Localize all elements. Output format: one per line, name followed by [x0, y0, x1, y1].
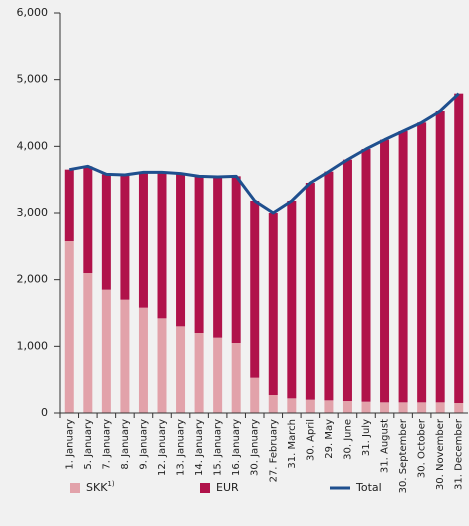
bar-segment [83, 166, 93, 273]
bar-segment [157, 172, 167, 319]
x-tick-label: 31. December [454, 418, 465, 490]
legend-name: Total [355, 481, 382, 494]
x-tick-label: 16. January [231, 419, 242, 476]
x-tick-label: 30. June [342, 419, 353, 460]
x-tick-label: 31. July [361, 419, 372, 456]
bar-segment [250, 377, 260, 413]
x-tick-label: 30. September [398, 418, 409, 493]
bar-segment [380, 402, 390, 413]
bar-segment [101, 174, 111, 290]
y-tick-label: 2,000 [17, 273, 49, 286]
bar-segment [305, 399, 315, 413]
y-tick-label: 3,000 [17, 206, 49, 219]
x-tick-label: 31. August [380, 419, 391, 473]
bar-segment [398, 402, 408, 413]
bar-segment [83, 273, 93, 413]
legend-swatch [200, 483, 210, 493]
x-tick-label: 15. January [213, 419, 224, 476]
bar-segment [120, 299, 130, 413]
bar-segment [101, 289, 111, 413]
bar-segment [454, 93, 464, 404]
bar-segment [64, 241, 74, 413]
x-tick-label: 30. October [417, 418, 428, 478]
legend-label: SKK1) [86, 480, 115, 494]
bar-segment [120, 175, 130, 300]
legend-name: EUR [216, 481, 239, 494]
bar-segment [342, 401, 352, 413]
bar-segment [361, 149, 371, 402]
bar-segment [324, 171, 334, 401]
bar-segment [64, 169, 74, 241]
bar-segment [250, 201, 260, 378]
x-tick-label: 12. January [157, 419, 168, 476]
x-tick-label: 30. April [305, 419, 316, 461]
bar-segment [380, 139, 390, 403]
legend-note: 1) [107, 480, 114, 488]
bar-segment [138, 307, 148, 413]
x-tick-label: 9. January [138, 419, 149, 470]
bar-segment [268, 395, 278, 413]
bar-segment [213, 177, 223, 338]
x-tick-label: 7. January [101, 419, 112, 470]
total-line [69, 92, 460, 215]
legend-name: SKK [86, 481, 108, 494]
bar-segment [287, 201, 297, 399]
bar-segment [157, 318, 167, 413]
y-tick-label: 6,000 [17, 6, 49, 19]
x-tick-label: 27. February [268, 419, 279, 482]
bar-segment [194, 333, 204, 413]
y-tick-label: 0 [41, 406, 48, 419]
legend-label: EUR [216, 481, 239, 494]
bar-segment [138, 172, 148, 308]
legend-swatch [70, 483, 80, 493]
bar-segment [361, 401, 371, 413]
bar-segment [176, 173, 186, 327]
x-tick-label: 1. January [64, 419, 75, 470]
bar-segment [435, 402, 445, 413]
bar-segment [213, 337, 223, 413]
bar-segment [231, 176, 241, 343]
bar-segment [268, 213, 278, 395]
y-tick-label: 1,000 [17, 339, 49, 352]
bar-segment [454, 403, 464, 413]
bar-segment [417, 122, 427, 403]
x-tick-label: 29. May [324, 419, 335, 459]
bar-segment [194, 176, 204, 333]
bar-segment [398, 131, 408, 403]
bar-segment [342, 159, 352, 401]
bar-segment [435, 111, 445, 403]
bar-segment [176, 326, 186, 413]
x-tick-label: 5. January [83, 419, 94, 470]
x-tick-label: 14. January [194, 419, 205, 476]
bar-segment [417, 402, 427, 413]
x-tick-label: 30. November [435, 418, 446, 490]
bar-segment [305, 183, 315, 400]
bar-segment [287, 398, 297, 413]
y-tick-label: 4,000 [17, 139, 49, 152]
x-tick-label: 8. January [120, 419, 131, 470]
x-tick-label: 13. January [176, 419, 187, 476]
x-tick-label: 30. January [250, 419, 261, 476]
bar-segment [324, 400, 334, 413]
legend-label: Total [355, 481, 382, 494]
bar-segment [231, 343, 241, 413]
x-tick-label: 31. March [287, 419, 298, 469]
y-tick-label: 5,000 [17, 73, 49, 86]
